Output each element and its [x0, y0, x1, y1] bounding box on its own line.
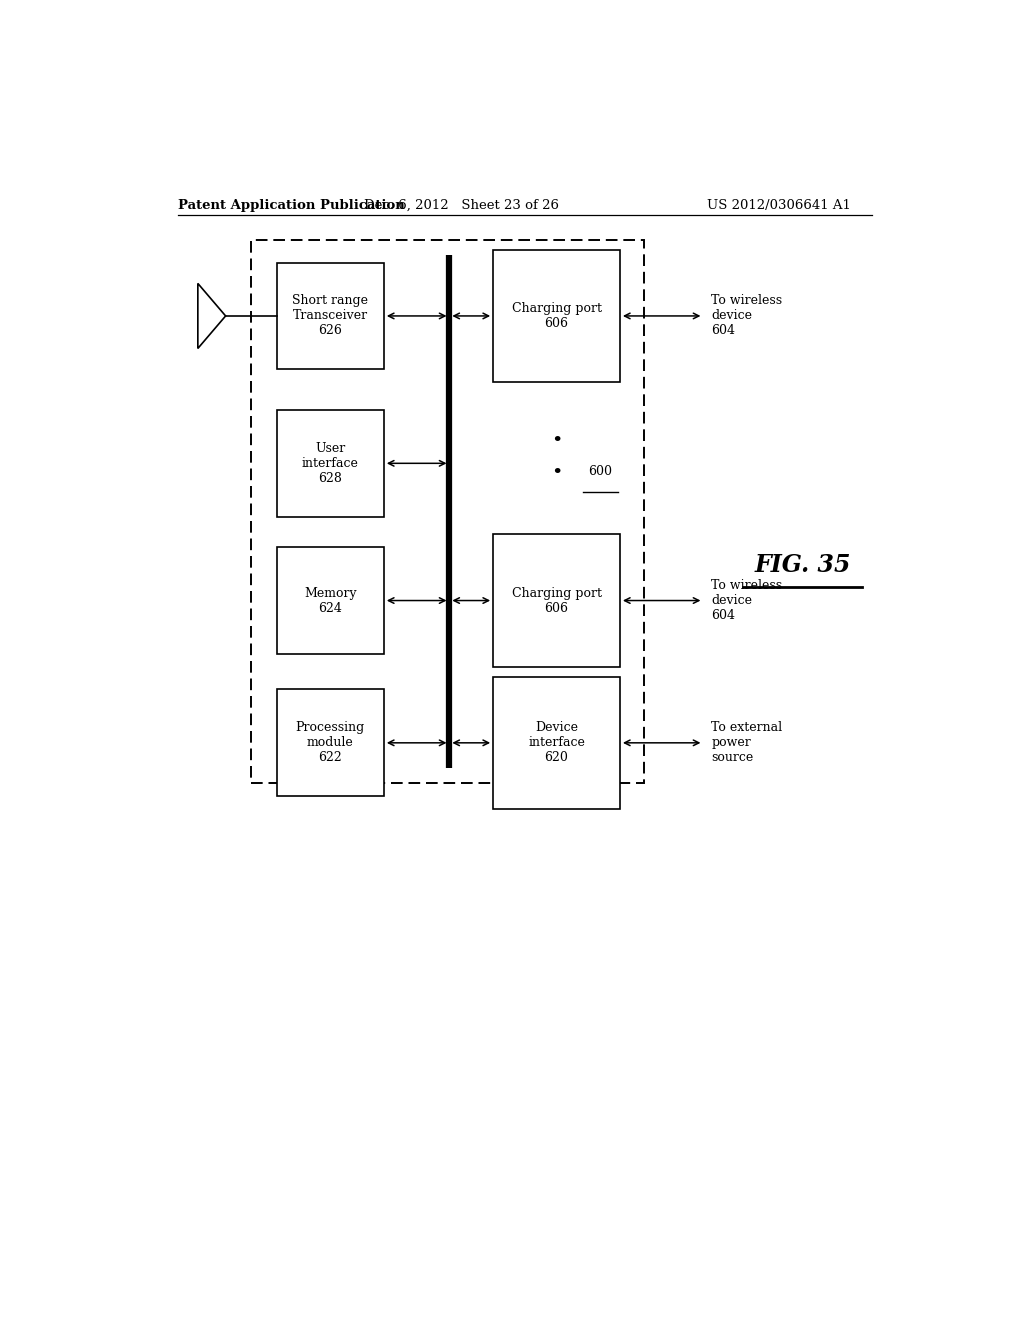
Text: FIG. 35: FIG. 35	[755, 553, 851, 577]
Bar	[276, 411, 384, 516]
Text: Memory
624: Memory 624	[304, 586, 356, 615]
Text: Device
interface
620: Device interface 620	[528, 721, 585, 764]
Bar	[494, 249, 621, 381]
Text: To wireless
device
604: To wireless device 604	[712, 579, 782, 622]
Text: Charging port
606: Charging port 606	[512, 302, 601, 330]
Text: •: •	[551, 432, 562, 450]
Text: Patent Application Publication: Patent Application Publication	[178, 198, 404, 211]
Bar	[494, 535, 621, 667]
Bar	[276, 689, 384, 796]
Text: To external
power
source: To external power source	[712, 721, 782, 764]
Text: Dec. 6, 2012   Sheet 23 of 26: Dec. 6, 2012 Sheet 23 of 26	[364, 198, 559, 211]
Bar	[494, 677, 621, 809]
Bar	[251, 240, 644, 784]
Bar	[276, 263, 384, 370]
Bar	[276, 548, 384, 653]
Text: Processing
module
622: Processing module 622	[296, 721, 365, 764]
Text: Charging port
606: Charging port 606	[512, 586, 601, 615]
Text: •: •	[551, 465, 562, 483]
Text: US 2012/0306641 A1: US 2012/0306641 A1	[708, 198, 851, 211]
Text: To wireless
device
604: To wireless device 604	[712, 294, 782, 338]
Text: Short range
Transceiver
626: Short range Transceiver 626	[293, 294, 369, 338]
Text: User
interface
628: User interface 628	[302, 442, 358, 484]
Text: 600: 600	[588, 465, 612, 478]
